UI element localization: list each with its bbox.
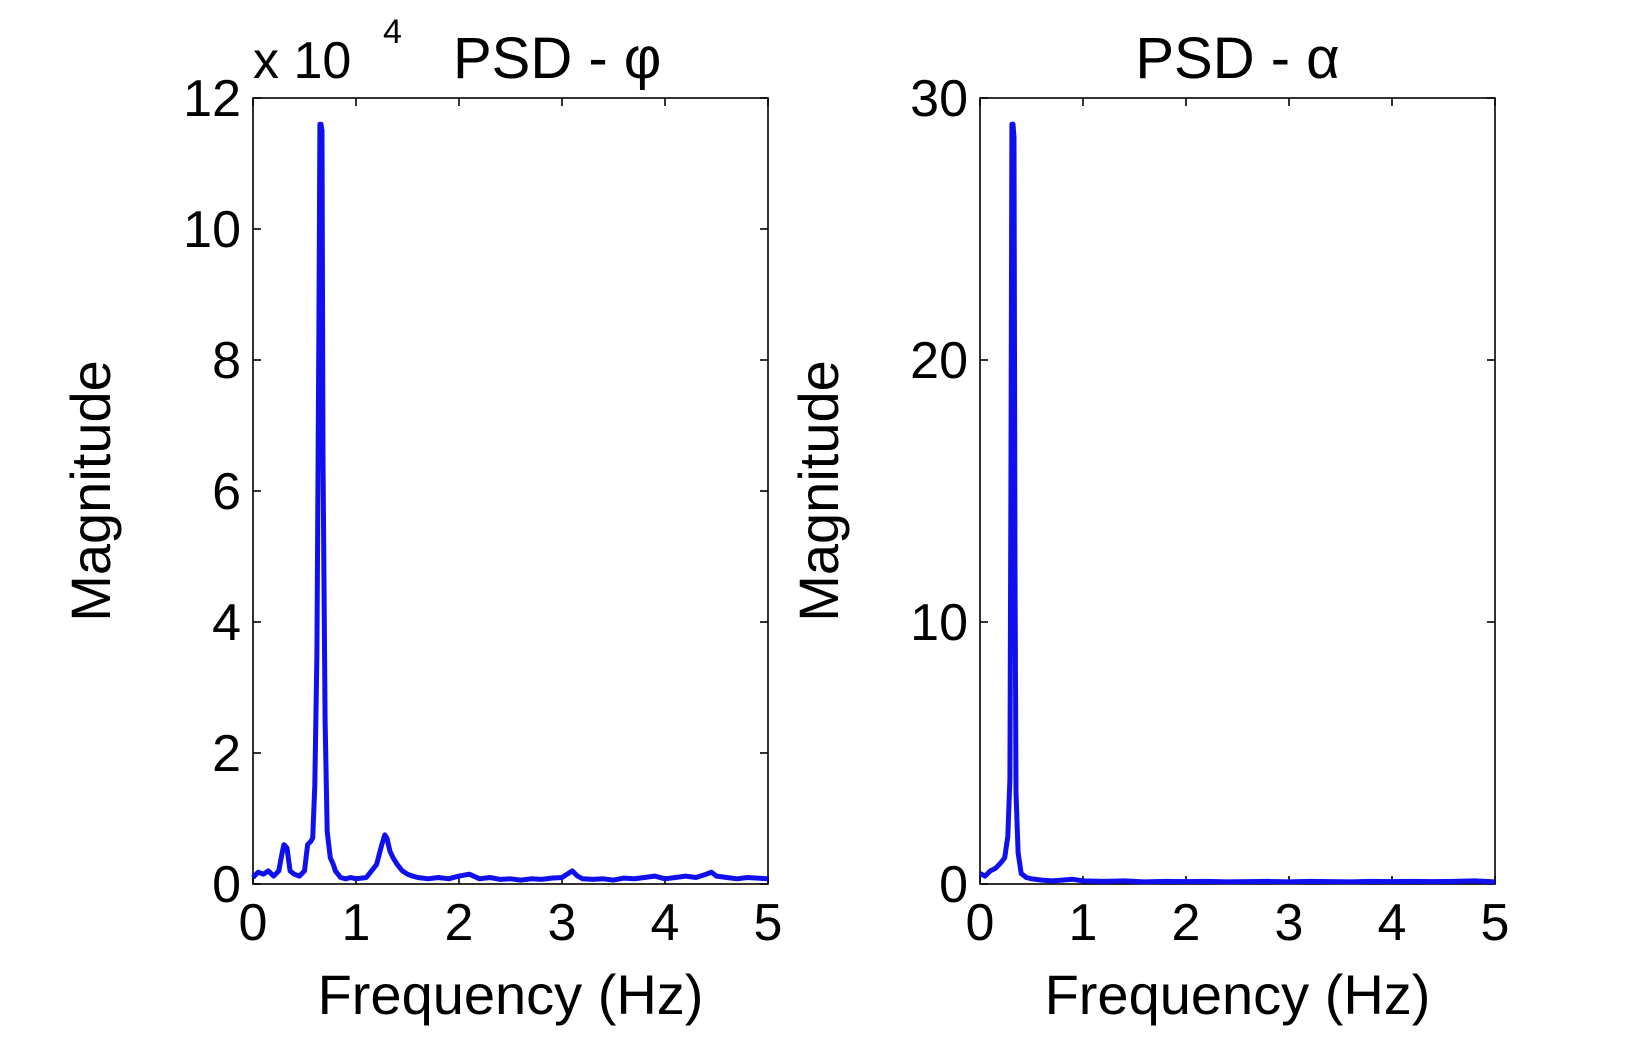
x-tick-label: 5 bbox=[1481, 894, 1510, 952]
psd-series-line bbox=[978, 121, 1496, 885]
y-exponent-power: 4 bbox=[383, 13, 402, 51]
y-tick-label: 0 bbox=[939, 856, 968, 914]
y-exponent-label: x 10 bbox=[253, 32, 351, 90]
x-tick-label: 3 bbox=[548, 894, 577, 952]
x-tick-label: 4 bbox=[1378, 894, 1407, 952]
y-tick-label: 4 bbox=[212, 594, 241, 652]
x-tick-label: 3 bbox=[1275, 894, 1304, 952]
y-axis-label: Magnitude bbox=[59, 360, 122, 622]
y-tick-label: 30 bbox=[910, 70, 968, 128]
chart-title: PSD - φ bbox=[453, 26, 661, 91]
y-tick-label: 20 bbox=[910, 332, 968, 390]
x-tick-label: 1 bbox=[1069, 894, 1098, 952]
x-tick-label: 0 bbox=[239, 894, 268, 952]
axes-frame bbox=[979, 97, 1496, 885]
x-tick-label: 2 bbox=[445, 894, 474, 952]
x-axis-label: Frequency (Hz) bbox=[318, 963, 704, 1026]
x-tick-label: 5 bbox=[754, 894, 783, 952]
x-tick-label: 0 bbox=[966, 894, 995, 952]
axes-frame bbox=[252, 97, 769, 885]
chart-title: PSD - α bbox=[1135, 26, 1339, 91]
psd-alpha-plot: 0 1 2 3 4 5 0 10 20 30 Frequency (Hz) Magnitude PSD … bbox=[787, 26, 1509, 1026]
y-tick-label: 10 bbox=[910, 594, 968, 652]
x-tick-label: 4 bbox=[651, 894, 680, 952]
y-tick-label: 8 bbox=[212, 332, 241, 390]
y-axis-label: Magnitude bbox=[787, 360, 850, 622]
y-tick-label: 10 bbox=[183, 201, 241, 259]
psd-series-line bbox=[251, 121, 769, 883]
x-tick-label: 2 bbox=[1172, 894, 1201, 952]
y-tick-label: 12 bbox=[183, 70, 241, 128]
y-tick-label: 0 bbox=[212, 856, 241, 914]
x-axis-label: Frequency (Hz) bbox=[1045, 963, 1431, 1026]
x-tick-label: 1 bbox=[342, 894, 371, 952]
y-tick-label: 6 bbox=[212, 463, 241, 521]
y-tick-label: 2 bbox=[212, 725, 241, 783]
